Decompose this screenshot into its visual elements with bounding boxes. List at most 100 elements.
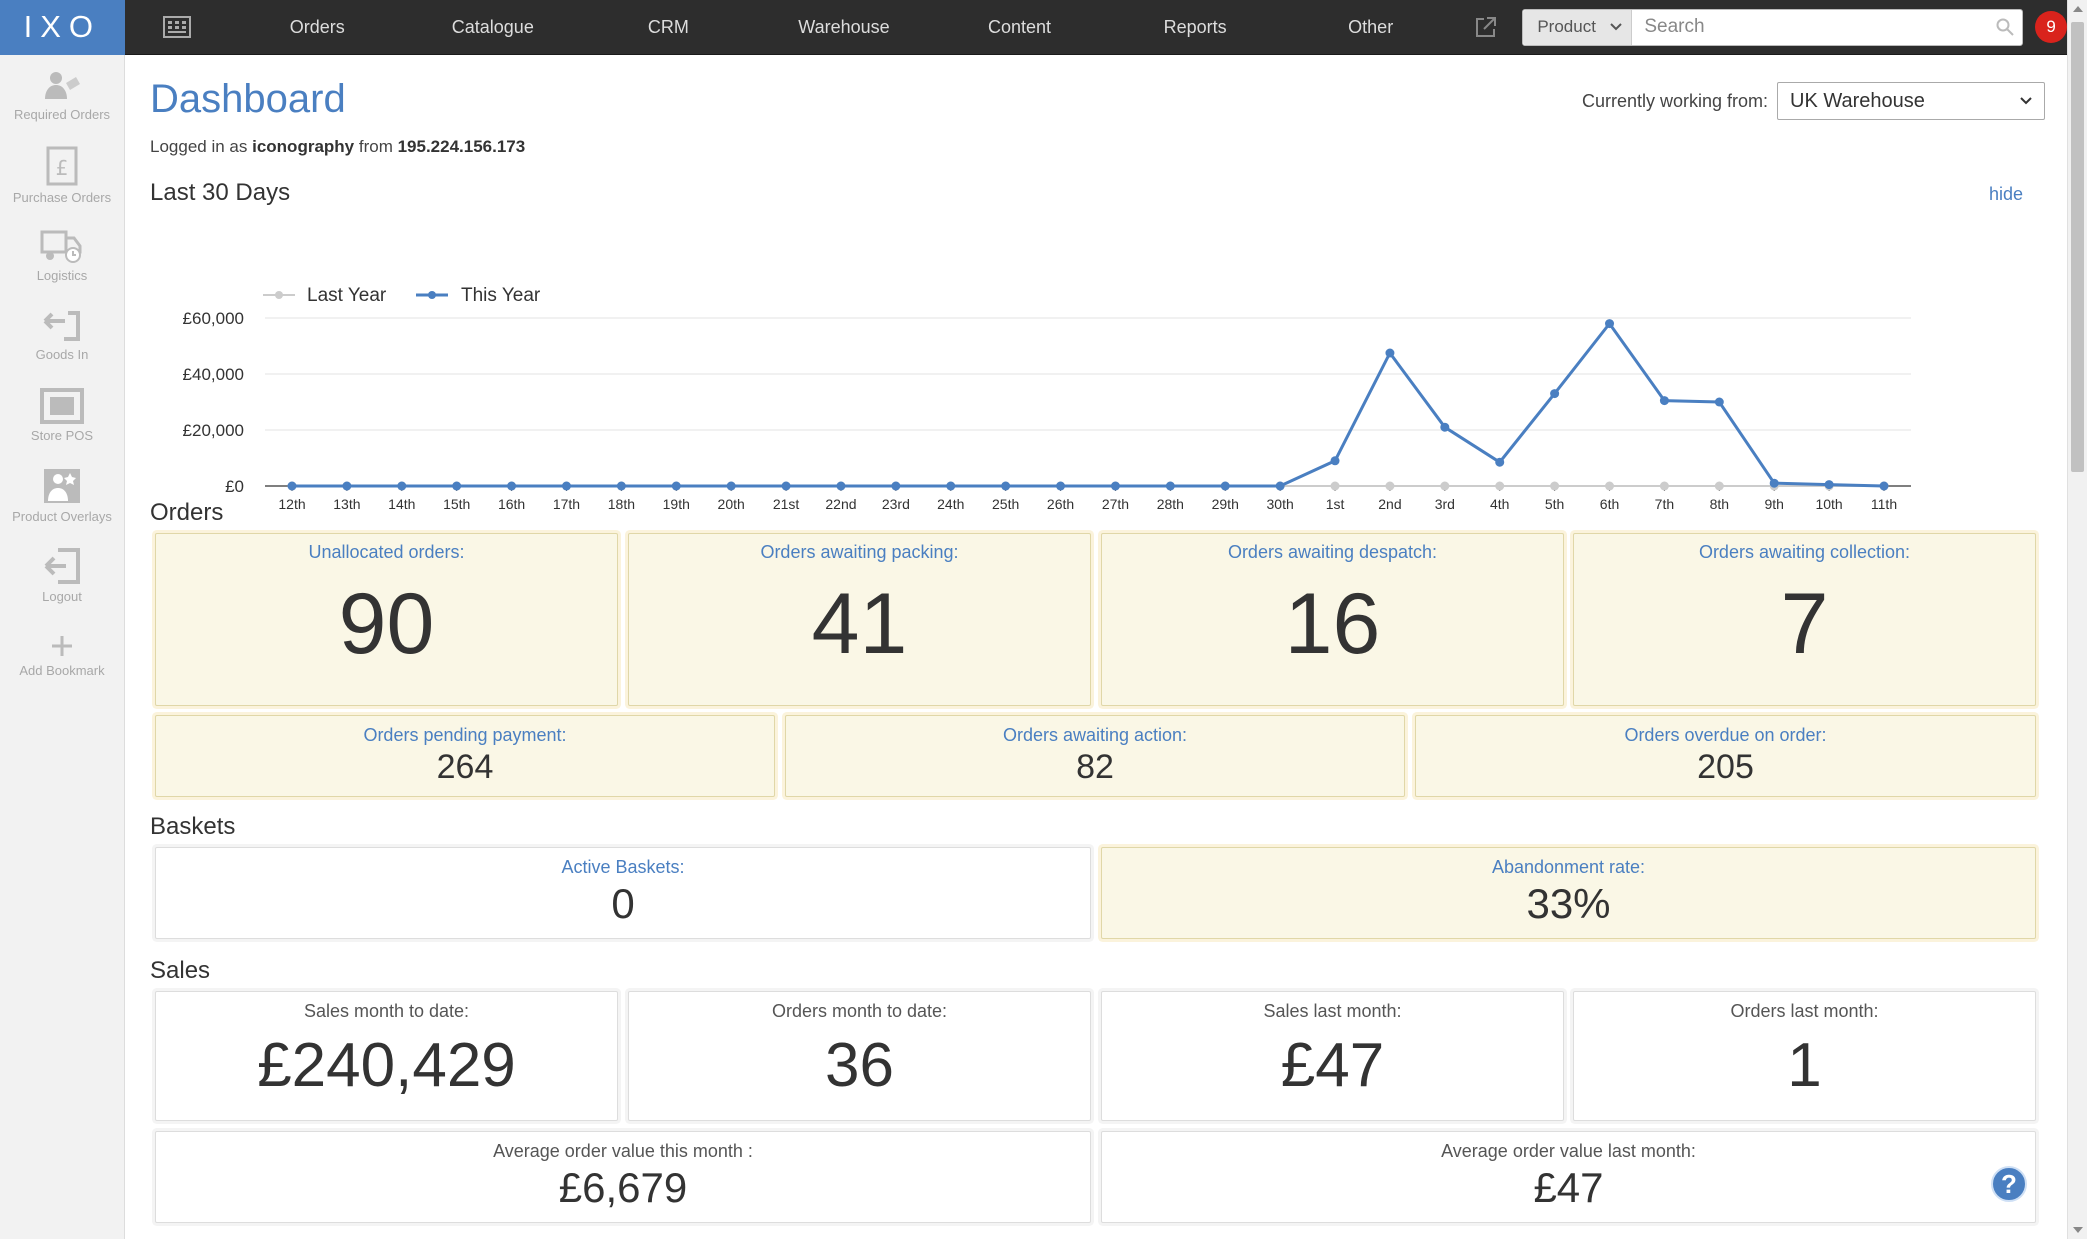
sidebar-item-purchase-orders[interactable]: £ Purchase Orders: [0, 135, 124, 215]
data-point-this-year[interactable]: [1824, 480, 1834, 490]
tile-orders-pending-payment[interactable]: Orders pending payment: 264: [155, 715, 775, 797]
login-info: Logged in as iconography from 195.224.15…: [150, 137, 525, 157]
legend-label-this-year[interactable]: This Year: [461, 285, 541, 306]
search-input[interactable]: Search: [1644, 16, 1705, 37]
tile-orders-awaiting-collection[interactable]: Orders awaiting collection: 7: [1573, 533, 2036, 706]
tile-orders-awaiting-action[interactable]: Orders awaiting action: 82: [785, 715, 1405, 797]
data-point-this-year[interactable]: [1056, 481, 1066, 491]
data-point-last-year[interactable]: [1714, 481, 1724, 491]
sidebar-item-goods-in[interactable]: Goods In: [0, 295, 124, 375]
data-point-last-year[interactable]: [1605, 481, 1615, 491]
chart-y-axis: £60,000 £40,000 £20,000 £0: [183, 309, 244, 496]
sidebar-item-product-overlays[interactable]: Product Overlays: [0, 455, 124, 535]
help-icon[interactable]: ?: [1991, 1166, 2027, 1202]
data-point-last-year[interactable]: [1385, 481, 1395, 491]
data-point-this-year[interactable]: [1605, 319, 1615, 329]
warehouse-select[interactable]: UK Warehouse: [1777, 82, 2045, 120]
tile-orders-awaiting-packing[interactable]: Orders awaiting packing: 41: [628, 533, 1091, 706]
data-point-last-year[interactable]: [1659, 481, 1669, 491]
tile-unallocated-orders[interactable]: Unallocated orders: 90: [155, 533, 618, 706]
add-bookmark-icon: [52, 635, 72, 656]
data-point-last-year[interactable]: [1440, 481, 1450, 491]
sidebar-item-required-orders[interactable]: Required Orders: [0, 55, 124, 135]
data-point-this-year[interactable]: [1220, 481, 1230, 491]
data-point-this-year[interactable]: [1659, 396, 1669, 406]
data-point-last-year[interactable]: [1495, 481, 1505, 491]
notification-badge[interactable]: 9: [2035, 11, 2068, 43]
sidebar-item-logout[interactable]: Logout: [0, 535, 124, 615]
data-point-this-year[interactable]: [1001, 481, 1011, 491]
nav-catalogue[interactable]: Catalogue: [451, 16, 534, 37]
data-point-this-year[interactable]: [452, 481, 462, 491]
x-tick-label: 15th: [443, 496, 470, 512]
data-point-this-year[interactable]: [1495, 457, 1505, 467]
nav-other[interactable]: Other: [1348, 16, 1394, 37]
scroll-down-arrow-icon[interactable]: [2073, 1227, 2083, 1233]
nav-crm[interactable]: CRM: [647, 16, 689, 37]
app-logo[interactable]: IXO: [0, 0, 125, 55]
sidebar-item-label: Product Overlays: [12, 508, 112, 524]
tile-value: 90: [338, 576, 435, 672]
data-point-this-year[interactable]: [1110, 481, 1120, 491]
scroll-up-arrow-icon[interactable]: [2073, 6, 2083, 12]
data-point-this-year[interactable]: [1714, 397, 1724, 407]
sidebar-item-store-pos[interactable]: Store POS: [0, 375, 124, 455]
tile-value: 1: [1787, 1031, 1822, 1100]
data-point-this-year[interactable]: [1440, 422, 1450, 432]
data-point-this-year[interactable]: [287, 481, 297, 491]
data-point-this-year[interactable]: [1769, 478, 1779, 488]
tile-orders-overdue-on-order[interactable]: Orders overdue on order: 205: [1415, 715, 2036, 797]
tile-abandonment-rate[interactable]: Abandonment rate: 33%: [1101, 847, 2036, 939]
nav-reports[interactable]: Reports: [1163, 16, 1227, 37]
data-point-last-year[interactable]: [1550, 481, 1560, 491]
legend-label-last-year[interactable]: Last Year: [307, 285, 387, 306]
tile-orders-month-to-date[interactable]: Orders month to date: 36: [628, 991, 1091, 1121]
data-point-this-year[interactable]: [342, 481, 352, 491]
x-tick-label: 14th: [388, 496, 415, 512]
tile-avg-order-value-this-month[interactable]: Average order value this month : £6,679: [155, 1131, 1091, 1223]
data-point-this-year[interactable]: [561, 481, 571, 491]
page-scrollbar[interactable]: [2067, 0, 2087, 1239]
tile-value: 205: [1697, 748, 1754, 786]
tile-label: Orders awaiting packing:: [760, 542, 959, 562]
apps-grid-icon[interactable]: [125, 0, 230, 55]
tile-orders-last-month[interactable]: Orders last month: 1: [1573, 991, 2036, 1121]
nav-orders[interactable]: Orders: [289, 16, 345, 37]
x-tick-label: 10th: [1815, 496, 1842, 512]
sidebar-item-add-bookmark[interactable]: Add Bookmark: [0, 615, 124, 695]
data-point-this-year[interactable]: [726, 481, 736, 491]
data-point-this-year[interactable]: [1550, 389, 1560, 399]
tile-active-baskets[interactable]: Active Baskets: 0: [155, 847, 1091, 939]
nav-content[interactable]: Content: [988, 16, 1052, 37]
data-point-this-year[interactable]: [507, 481, 517, 491]
nav-warehouse[interactable]: Warehouse: [798, 16, 890, 37]
sidebar-item-logistics[interactable]: Logistics: [0, 215, 124, 295]
tile-orders-awaiting-despatch[interactable]: Orders awaiting despatch: 16: [1101, 533, 1564, 706]
data-point-this-year[interactable]: [781, 481, 791, 491]
data-point-this-year[interactable]: [616, 481, 626, 491]
data-point-this-year[interactable]: [1385, 348, 1395, 358]
hide-chart-link[interactable]: hide: [1988, 184, 2023, 204]
data-point-this-year[interactable]: [397, 481, 407, 491]
data-point-this-year[interactable]: [836, 481, 846, 491]
tile-label: Sales last month:: [1263, 1001, 1402, 1021]
tile-value: £240,429: [257, 1031, 516, 1100]
tile-value: 82: [1076, 748, 1114, 786]
data-point-this-year[interactable]: [671, 481, 681, 491]
tile-avg-order-value-last-month[interactable]: Average order value last month: £47: [1101, 1131, 2036, 1223]
data-point-this-year[interactable]: [1330, 456, 1340, 466]
scrollbar-thumb[interactable]: [2071, 22, 2084, 472]
x-tick-label: 23rd: [882, 496, 910, 512]
x-tick-label: 1st: [1326, 496, 1345, 512]
data-point-this-year[interactable]: [1879, 481, 1889, 491]
data-point-this-year[interactable]: [891, 481, 901, 491]
tile-sales-last-month[interactable]: Sales last month: £47: [1101, 991, 1564, 1121]
external-link-icon[interactable]: [1458, 0, 1514, 55]
search-icon[interactable]: [1988, 18, 2022, 36]
search-scope-select[interactable]: Product: [1523, 9, 1633, 45]
data-point-this-year[interactable]: [1165, 481, 1175, 491]
data-point-this-year[interactable]: [946, 481, 956, 491]
data-point-this-year[interactable]: [1275, 481, 1285, 491]
data-point-last-year[interactable]: [1330, 481, 1340, 491]
tile-sales-month-to-date[interactable]: Sales month to date: £240,429: [155, 991, 618, 1121]
